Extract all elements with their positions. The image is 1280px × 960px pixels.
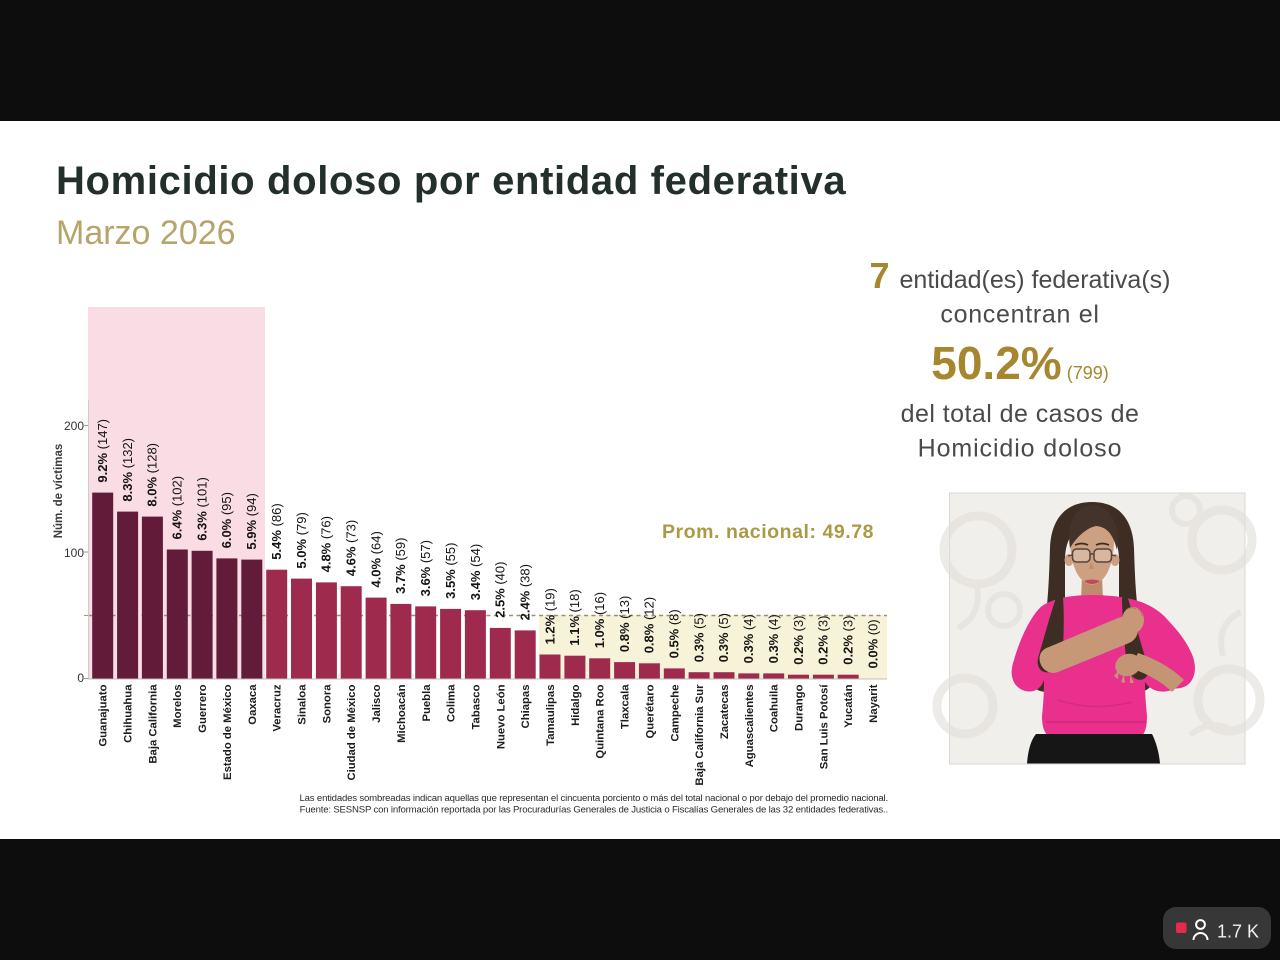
svg-text:0.2% (3): 0.2% (3) <box>791 616 806 665</box>
svg-text:Marzo 2026: Marzo 2026 <box>56 214 236 252</box>
svg-text:0.2% (3): 0.2% (3) <box>841 616 856 665</box>
svg-text:5.9% (94): 5.9% (94) <box>244 493 259 549</box>
svg-text:Coahuila: Coahuila <box>769 684 781 732</box>
svg-text:Colima: Colima <box>446 684 458 722</box>
svg-text:Chiapas: Chiapas <box>520 685 532 729</box>
svg-text:Morelos: Morelos <box>172 685 184 728</box>
svg-text:1.7 K: 1.7 K <box>1217 922 1259 942</box>
svg-text:0.2% (3): 0.2% (3) <box>816 616 831 665</box>
svg-text:Oaxaca: Oaxaca <box>247 684 259 725</box>
svg-text:0.0% (0): 0.0% (0) <box>865 619 880 668</box>
svg-text:Tamaulipas: Tamaulipas <box>545 685 557 746</box>
svg-text:9.2% (147): 9.2% (147) <box>95 419 110 483</box>
svg-text:100: 100 <box>64 546 84 560</box>
svg-text:0: 0 <box>77 671 84 685</box>
svg-text:Yucatán: Yucatán <box>843 684 855 727</box>
svg-text:Tlaxcala: Tlaxcala <box>620 684 632 729</box>
svg-text:Tabasco: Tabasco <box>470 684 482 729</box>
svg-text:4.6% (73): 4.6% (73) <box>344 520 359 576</box>
svg-text:San Luis Potosí: San Luis Potosí <box>818 684 830 770</box>
svg-text:8.0% (128): 8.0% (128) <box>145 443 160 507</box>
svg-text:Puebla: Puebla <box>421 684 433 722</box>
svg-text:Veracruz: Veracruz <box>272 684 284 731</box>
svg-text:Michoacán: Michoacán <box>396 684 408 742</box>
svg-text:0.3% (4): 0.3% (4) <box>741 614 756 663</box>
svg-text:3.5% (55): 3.5% (55) <box>443 543 458 599</box>
svg-text:0.8% (13): 0.8% (13) <box>617 596 632 652</box>
svg-text:Las entidades sombreadas indic: Las entidades sombreadas indican aquella… <box>300 793 889 804</box>
svg-text:Hidalgo: Hidalgo <box>570 684 582 726</box>
svg-text:0.3% (5): 0.3% (5) <box>691 613 706 662</box>
svg-text:Jalisco: Jalisco <box>371 684 383 722</box>
svg-text:6.3% (101): 6.3% (101) <box>194 477 209 541</box>
svg-text:Sonora: Sonora <box>321 684 333 724</box>
svg-text:Aguascalientes: Aguascalientes <box>744 685 756 768</box>
svg-text:Estado de México: Estado de México <box>222 684 234 780</box>
svg-text:1.2% (19): 1.2% (19) <box>542 588 557 644</box>
svg-text:3.4% (54): 3.4% (54) <box>468 544 483 600</box>
svg-text:8.3% (132): 8.3% (132) <box>120 438 135 502</box>
svg-text:2.5% (40): 2.5% (40) <box>493 562 508 618</box>
svg-text:1.0% (16): 1.0% (16) <box>592 592 607 648</box>
svg-text:Guanajuato: Guanajuato <box>98 684 110 746</box>
svg-text:Fuente: SESNSP con información: Fuente: SESNSP con información reportada… <box>300 804 888 815</box>
svg-text:Zacatecas: Zacatecas <box>719 685 731 740</box>
svg-text:Campeche: Campeche <box>669 685 681 742</box>
svg-text:7 entidad(es) federativa(s): 7 entidad(es) federativa(s) <box>870 255 1171 296</box>
svg-text:concentran el: concentran el <box>940 301 1099 329</box>
svg-text:6.0% (95): 6.0% (95) <box>219 492 234 548</box>
svg-text:5.4% (86): 5.4% (86) <box>269 503 284 559</box>
svg-text:Querétaro: Querétaro <box>644 684 656 738</box>
svg-text:Guerrero: Guerrero <box>197 684 209 732</box>
svg-text:Sinaloa: Sinaloa <box>297 684 309 725</box>
svg-text:5.0% (79): 5.0% (79) <box>294 512 309 568</box>
svg-text:4.8% (76): 4.8% (76) <box>319 516 334 572</box>
svg-text:50.2% (799): 50.2% (799) <box>931 337 1108 389</box>
svg-text:Chihuahua: Chihuahua <box>123 684 135 743</box>
svg-text:Prom. nacional: 49.78: Prom. nacional: 49.78 <box>662 521 874 543</box>
svg-text:del total de casos de: del total de casos de <box>901 400 1140 428</box>
svg-text:1.1% (18): 1.1% (18) <box>567 589 582 645</box>
svg-text:Baja California Sur: Baja California Sur <box>694 684 706 786</box>
svg-text:3.7% (59): 3.7% (59) <box>393 538 408 594</box>
svg-text:6.4% (102): 6.4% (102) <box>170 476 185 540</box>
svg-text:0.3% (4): 0.3% (4) <box>766 614 781 663</box>
svg-text:4.0% (64): 4.0% (64) <box>368 531 383 587</box>
svg-text:Baja California: Baja California <box>147 684 159 764</box>
svg-text:Ciudad de México: Ciudad de México <box>346 684 358 780</box>
svg-text:Homicidio doloso por entidad f: Homicidio doloso por entidad federativa <box>56 159 846 203</box>
svg-text:Nuevo León: Nuevo León <box>495 684 507 749</box>
svg-text:0.3% (5): 0.3% (5) <box>716 613 731 662</box>
svg-text:200: 200 <box>64 419 84 433</box>
svg-text:Núm. de víctimas: Núm. de víctimas <box>53 444 65 539</box>
svg-text:2.4% (38): 2.4% (38) <box>518 564 533 620</box>
svg-text:0.5% (8): 0.5% (8) <box>667 609 682 658</box>
svg-text:0.8% (12): 0.8% (12) <box>642 597 657 653</box>
svg-text:Nayarit: Nayarit <box>868 684 880 723</box>
svg-text:Durango: Durango <box>794 684 806 731</box>
svg-text:Quintana Roo: Quintana Roo <box>595 684 607 758</box>
svg-text:3.6% (57): 3.6% (57) <box>418 540 433 596</box>
svg-text:Homicidio doloso: Homicidio doloso <box>918 435 1123 463</box>
